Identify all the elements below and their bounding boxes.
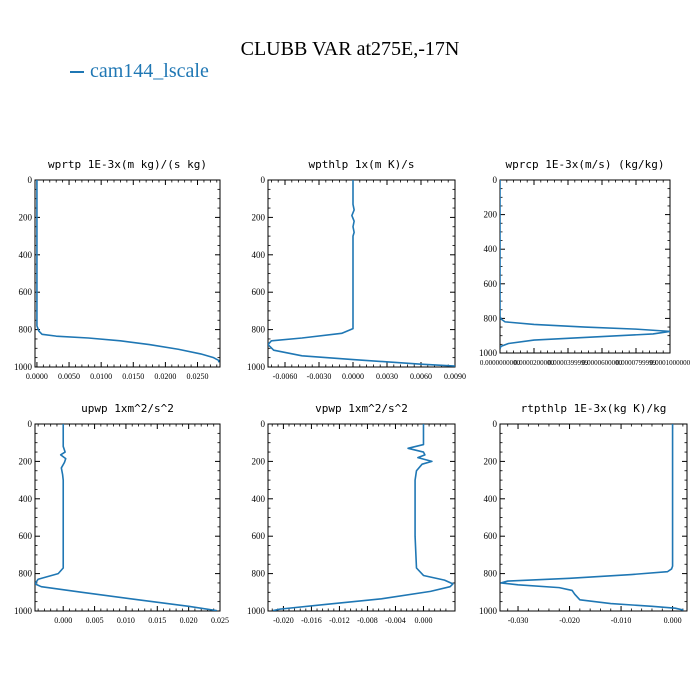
y-tick-label: 0 (493, 175, 498, 185)
panel-6: rtpthlp 1E-3x(kg K)/kg 0 200 400 600 800 1000 -… (479, 402, 688, 625)
legend-label: cam144_lscale (90, 60, 209, 82)
x-tick-label: -0.004 (385, 616, 406, 625)
panel-title: wprcp 1E-3x(m/s) (kg/kg) (506, 158, 665, 171)
y-tick-label: 0 (28, 175, 33, 185)
y-tick-label: 200 (484, 210, 498, 220)
y-tick-label: 1000 (247, 606, 266, 616)
y-tick-label: 600 (484, 279, 498, 289)
y-tick-label: 400 (19, 250, 33, 260)
x-tick-label: 0.0000399999 (548, 359, 589, 367)
y-tick-label: 400 (252, 250, 266, 260)
y-tick-label: 1000 (247, 362, 266, 372)
plot-frame (499, 423, 688, 612)
x-tick-label: -0.020 (559, 616, 580, 625)
plot-frame (34, 179, 221, 368)
plot-frame (267, 423, 456, 612)
x-tick-label: 0.000 (54, 616, 72, 625)
y-tick-label: 400 (19, 494, 33, 504)
x-tick-label: -0.010 (611, 616, 632, 625)
x-tick-label: 0.0000000000 (480, 359, 521, 367)
series-line (35, 424, 217, 611)
y-tick-label: 1000 (479, 348, 498, 358)
x-tick-label: 0.0000 (342, 372, 364, 381)
panel-1: wprtp 1E-3x(m kg)/(s kg) 0 200 400 600 800 100… (14, 158, 221, 381)
y-tick-label: 600 (19, 531, 33, 541)
x-tick-label: 0.0200 (154, 372, 176, 381)
y-tick-label: 600 (484, 531, 498, 541)
panel-3: wprcp 1E-3x(m/s) (kg/kg) 0 200 400 600 800 100… (479, 158, 691, 367)
series-line (36, 180, 220, 363)
y-tick-label: 200 (484, 456, 498, 466)
panel-title: vpwp 1xm^2/s^2 (315, 402, 408, 415)
y-tick-label: 0 (28, 419, 33, 429)
x-tick-label: 0.0001000000 (650, 359, 691, 367)
x-tick-label: -0.0030 (307, 372, 332, 381)
y-tick-label: 200 (19, 212, 33, 222)
y-tick-label: 600 (252, 287, 266, 297)
y-tick-label: 0 (493, 419, 498, 429)
y-tick-label: 800 (19, 325, 33, 335)
x-tick-label: 0.0000799999 (616, 359, 657, 367)
series-line (272, 424, 454, 611)
x-tick-label: -0.020 (273, 616, 294, 625)
x-tick-label: 0.010 (117, 616, 135, 625)
x-tick-label: -0.016 (301, 616, 322, 625)
x-tick-label: 0.000 (664, 616, 682, 625)
x-tick-label: 0.020 (180, 616, 198, 625)
series-line (500, 180, 670, 349)
x-tick-label: 0.015 (148, 616, 166, 625)
y-tick-label: 600 (252, 531, 266, 541)
x-tick-label: 0.000 (414, 616, 432, 625)
y-tick-label: 800 (19, 569, 33, 579)
chart-title: CLUBB VAR at275E,-17N (240, 38, 460, 60)
panel-title: rtpthlp 1E-3x(kg K)/kg (521, 402, 667, 415)
legend-line-swatch (70, 71, 84, 74)
x-tick-label: -0.012 (329, 616, 350, 625)
y-tick-label: 800 (252, 569, 266, 579)
x-tick-label: -0.008 (357, 616, 378, 625)
y-tick-label: 400 (484, 244, 498, 254)
x-tick-label: 0.0000600000 (582, 359, 623, 367)
legend: cam144_lscale (70, 60, 209, 83)
x-tick-label: 0.0150 (122, 372, 144, 381)
panel-title: wprtp 1E-3x(m kg)/(s kg) (48, 158, 207, 171)
y-tick-label: 400 (484, 494, 498, 504)
x-tick-label: 0.0030 (376, 372, 398, 381)
x-tick-label: 0.0050 (58, 372, 80, 381)
panel-title: upwp 1xm^2/s^2 (81, 402, 174, 415)
y-tick-label: 1000 (479, 606, 498, 616)
x-tick-label: 0.0100 (90, 372, 112, 381)
panel-title: wpthlp 1x(m K)/s (309, 158, 415, 171)
x-tick-label: 0.0000 (26, 372, 48, 381)
y-tick-label: 600 (19, 287, 33, 297)
y-tick-label: 1000 (14, 606, 33, 616)
series-line (268, 180, 455, 367)
y-tick-label: 800 (484, 569, 498, 579)
panel-4: upwp 1xm^2/s^2 0 200 400 600 800 1000 0.000 0.00… (14, 402, 229, 625)
x-tick-label: 0.0090 (444, 372, 466, 381)
x-tick-label: 0.0000200000 (514, 359, 555, 367)
x-tick-label: 0.005 (86, 616, 104, 625)
x-tick-label: -0.030 (508, 616, 529, 625)
series-line (500, 424, 684, 611)
x-tick-label: 0.0250 (187, 372, 209, 381)
y-tick-label: 0 (261, 175, 266, 185)
x-tick-label: -0.0060 (273, 372, 298, 381)
y-tick-label: 200 (252, 212, 266, 222)
y-tick-label: 1000 (14, 362, 33, 372)
x-tick-label: 0.0060 (410, 372, 432, 381)
y-tick-label: 800 (484, 313, 498, 323)
y-tick-label: 200 (252, 456, 266, 466)
y-tick-label: 0 (261, 419, 266, 429)
panel-2: wpthlp 1x(m K)/s 0 200 400 600 800 1000 -0.0060… (247, 158, 466, 381)
x-tick-label: 0.025 (211, 616, 229, 625)
panel-5: vpwp 1xm^2/s^2 0 200 400 600 800 1000 -0.020 -0.… (247, 402, 456, 625)
y-tick-label: 200 (19, 456, 33, 466)
y-tick-label: 800 (252, 325, 266, 335)
y-tick-label: 400 (252, 494, 266, 504)
